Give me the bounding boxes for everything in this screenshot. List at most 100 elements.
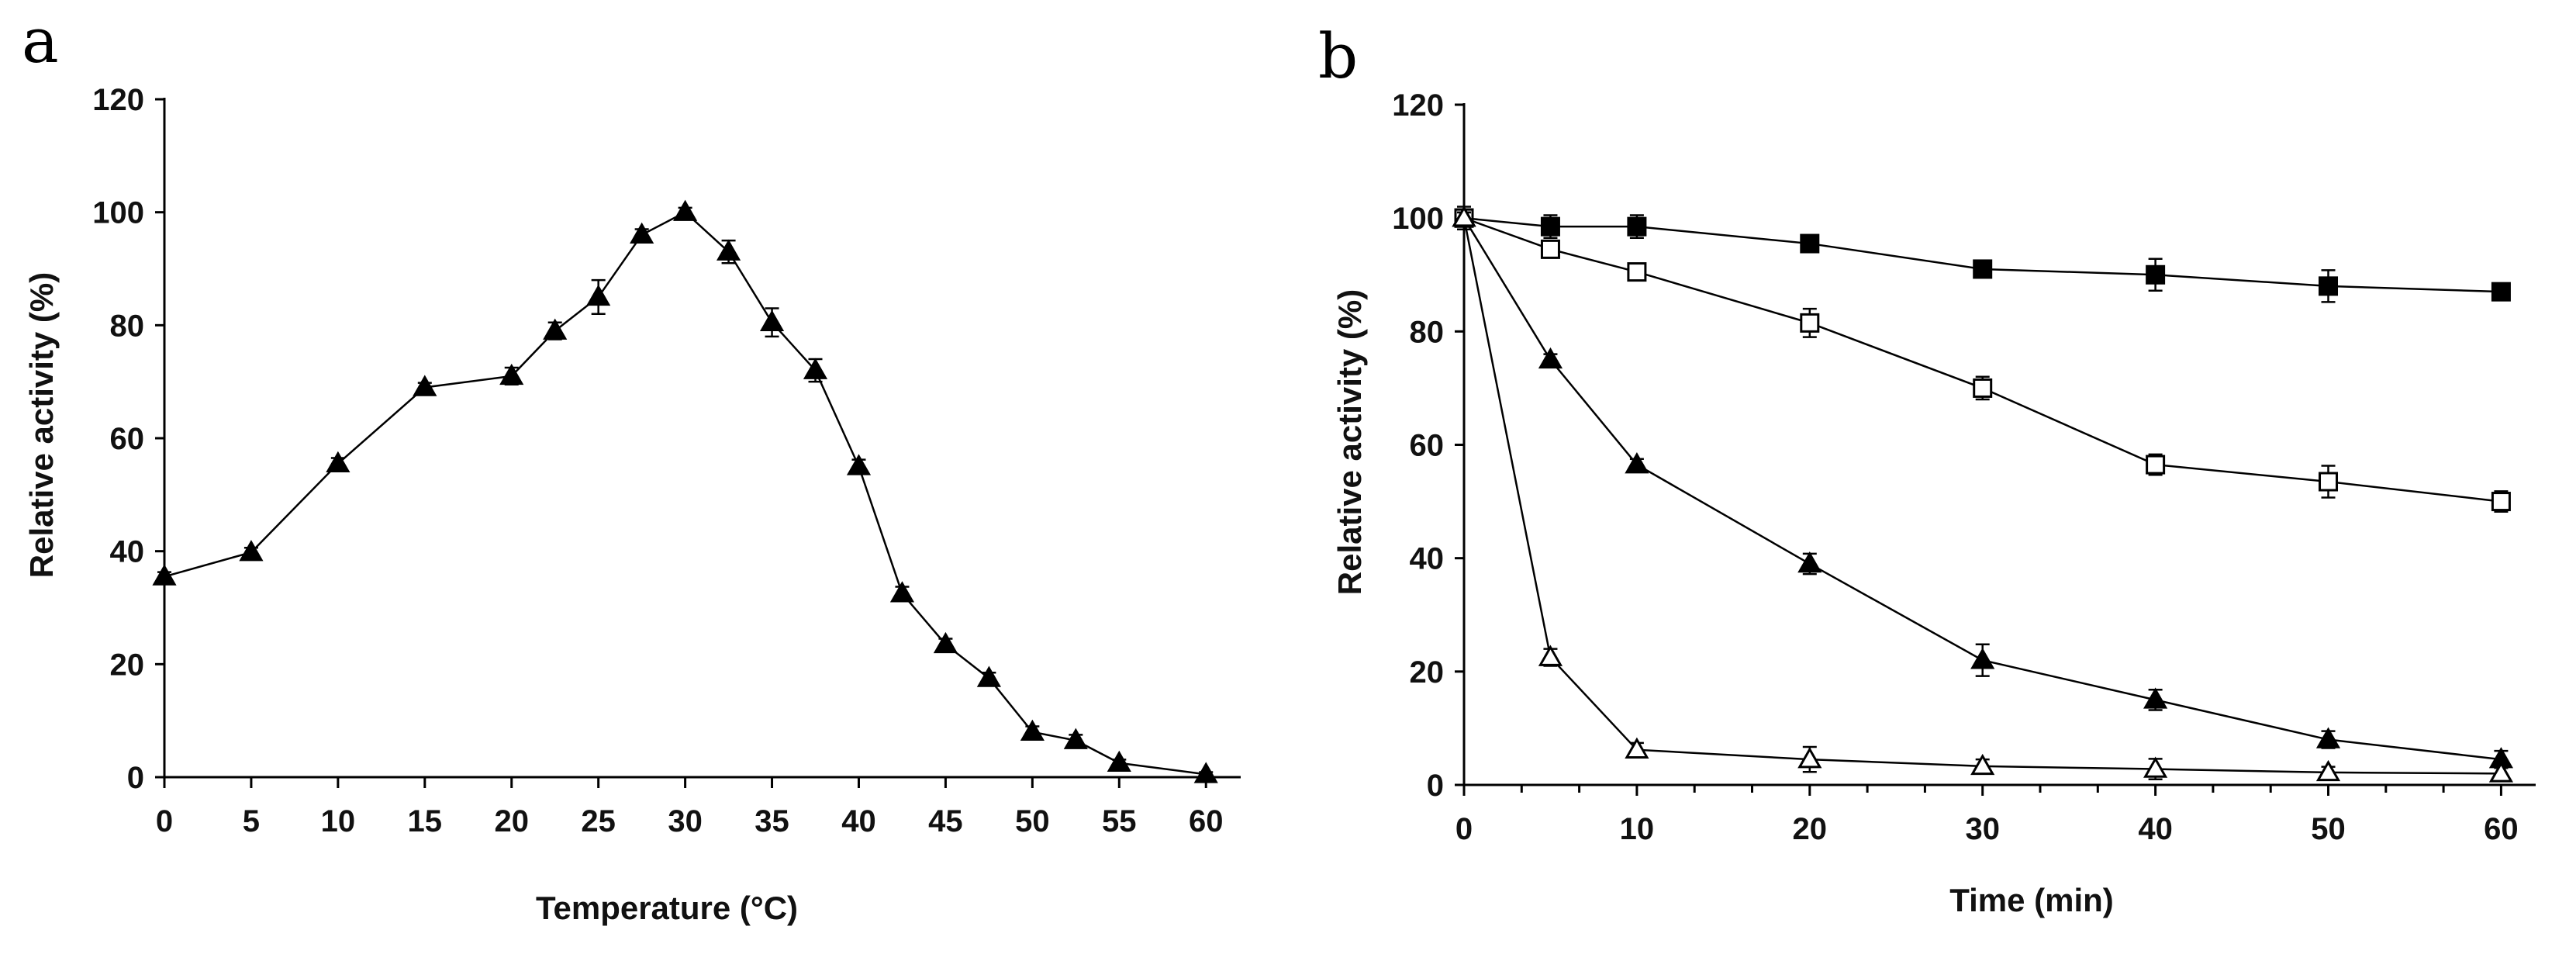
panel-a-x-tick-label: 55: [1102, 804, 1137, 838]
panel-a-letter: a: [22, 5, 59, 77]
panel-b-letter: b: [1318, 20, 1358, 92]
panel-a-data-point: [499, 363, 524, 385]
panel-a-data-point: [1020, 719, 1045, 741]
panel-b-y-tick-label: 40: [1410, 542, 1445, 576]
panel-b-x-tick-label: 20: [1793, 812, 1828, 846]
panel-a-x-axis-title: Temperature (°C): [536, 890, 798, 926]
panel-a-data-point: [846, 454, 872, 475]
panel-b-series-line: [1463, 216, 2502, 503]
panel-b-data-point: [1540, 239, 1560, 259]
panel-a-data-point: [759, 309, 785, 331]
panel-a-data-point: [673, 199, 698, 221]
panel-b-data-point: [2315, 727, 2341, 748]
panel-a-x-tick-label: 15: [408, 804, 443, 838]
panel-a-x-tick-label: 35: [754, 804, 789, 838]
panel-a-x-tick-label: 25: [581, 804, 616, 838]
panel-b-x-tick-label: 0: [1455, 812, 1473, 846]
panel-b: b 0 20 40 60 80 100 120 0 10 20 30 40 50 60 Time (min…: [1318, 20, 2536, 918]
panel-b-series-1: [1454, 206, 2511, 303]
panel-b-data-point: [1797, 551, 1822, 573]
panel-b-y-tick-label: 20: [1410, 655, 1445, 690]
panel-b-data-point: [2146, 264, 2166, 285]
panel-a-y-axis-title: Relative activity (%): [23, 272, 60, 579]
panel-b-data-point: [1797, 747, 1822, 769]
panel-b-series-3: [1452, 206, 2514, 769]
panel-b-data-point: [1540, 216, 1560, 237]
panel-b-data-point: [2319, 472, 2339, 492]
panel-a-data-point: [1193, 762, 1218, 783]
panel-a-x-tick-label: 60: [1189, 804, 1224, 838]
panel-b-series-line: [1462, 217, 2502, 775]
panel-a-y-tick-label: 0: [127, 761, 144, 795]
panel-b-series-line: [1463, 216, 2502, 293]
panel-b-data-point: [2146, 455, 2166, 475]
panel-b-data-point: [1538, 645, 1563, 666]
panel-b-x-axis-title: Time (min): [1949, 882, 2114, 918]
panel-a-data-point: [326, 451, 350, 473]
panel-a-y-tick-label: 40: [110, 535, 145, 569]
panel-a-y-tick-label: 120: [92, 83, 144, 117]
panel-a-data-point: [1063, 728, 1088, 749]
panel-b-series-4: [1452, 206, 2514, 783]
panel-b-x-tick-label: 30: [1965, 812, 2000, 846]
panel-a-x-tick-label: 20: [494, 804, 529, 838]
panel-b-data-point: [1627, 262, 1647, 282]
panel-a: a 0 20 40 60 80 100 120 0 5 10 15 20 25 30 35 40 45 50 55 6…: [22, 5, 1241, 926]
panel-a-y-tick-label: 80: [110, 309, 145, 343]
panel-b-data-point: [2488, 761, 2514, 783]
panel-b-data-point: [1800, 313, 1820, 333]
panel-b-data-point: [1973, 259, 1993, 279]
panel-b-y-tick-label: 80: [1410, 315, 1445, 349]
panel-a-y-tick-label: 60: [110, 422, 145, 456]
panel-b-x-tick-label: 60: [2484, 812, 2519, 846]
panel-b-data-point: [1973, 378, 1993, 398]
panel-a-x-tick-label: 0: [156, 804, 173, 838]
panel-b-series-2: [1454, 208, 2511, 513]
panel-b-data-point: [1627, 216, 1647, 237]
panel-b-data-point: [1800, 233, 1820, 254]
panel-b-data-point: [1625, 452, 1649, 474]
panel-b-data-point: [2143, 687, 2168, 709]
panel-a-x-tick-label: 10: [321, 804, 356, 838]
panel-b-y-tick-label: 0: [1427, 769, 1444, 803]
panel-b-data-point: [1970, 753, 1995, 776]
panel-b-data-point: [2319, 276, 2339, 296]
panel-a-data-point: [630, 222, 654, 244]
panel-b-y-tick-label: 120: [1392, 88, 1444, 123]
panel-a-data-point: [933, 631, 958, 654]
panel-a-x-tick-label: 40: [841, 804, 876, 838]
panel-b-plot: 0 20 40 60 80 100 120 0 10 20 30 40 50 60: [1392, 88, 2536, 846]
panel-b-y-tick-label: 100: [1392, 202, 1444, 236]
panel-b-series-line: [1462, 217, 2502, 761]
panel-b-data-point: [1452, 206, 1476, 227]
panel-a-data-point: [543, 318, 568, 340]
panel-a-data-point: [152, 564, 177, 586]
panel-b-x-tick-label: 50: [2311, 812, 2346, 846]
panel-b-data-point: [2143, 756, 2168, 778]
panel-b-y-tick-label: 60: [1410, 429, 1445, 463]
panel-a-x-tick-label: 5: [243, 804, 260, 838]
panel-a-data-point: [803, 358, 828, 379]
panel-a-x-tick-label: 50: [1015, 804, 1050, 838]
panel-b-x-tick-label: 10: [1620, 812, 1655, 846]
panel-b-data-point: [2491, 492, 2511, 512]
panel-a-data-point: [976, 665, 1001, 687]
panel-a-y-tick-label: 20: [110, 648, 145, 682]
panel-b-data-point: [2491, 282, 2511, 302]
panel-a-data-point: [1107, 750, 1131, 773]
panel-a-data-point: [716, 239, 741, 261]
panel-a-x-tick-label: 45: [928, 804, 963, 838]
panel-a-data-point: [239, 540, 264, 562]
panel-b-data-point: [1970, 648, 1995, 669]
panel-b-data-point: [1625, 737, 1649, 759]
panel-a-data-point: [889, 581, 915, 603]
panel-a-plot: 0 20 40 60 80 100 120 0 5 10 15 20 25 30 35 40 45 50 55 60: [92, 83, 1241, 838]
panel-a-data-point: [413, 375, 437, 396]
panel-b-x-tick-label: 40: [2138, 812, 2173, 846]
panel-a-series-line: [164, 211, 1207, 776]
panel-b-y-axis-title: Relative activity (%): [1331, 289, 1368, 596]
panel-a-y-tick-label: 100: [92, 196, 144, 230]
panel-a-x-tick-label: 30: [668, 804, 703, 838]
panel-a-series-1: [152, 199, 1218, 783]
